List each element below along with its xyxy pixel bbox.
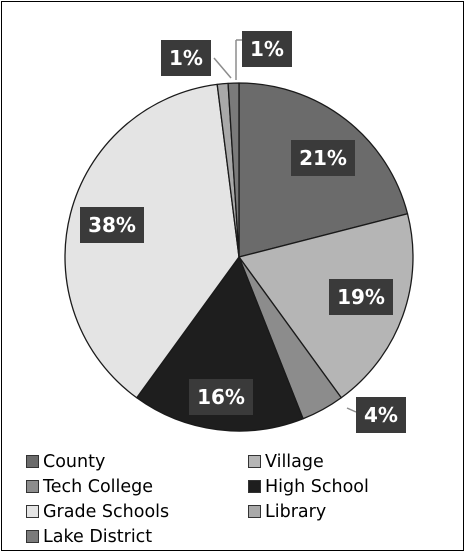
- legend-label: Library: [265, 501, 327, 522]
- legend-label: Grade Schools: [43, 501, 170, 522]
- legend-item-tech-college: Tech College: [26, 475, 248, 498]
- data-label-box: [242, 31, 292, 67]
- data-label-box: [329, 279, 393, 315]
- legend-label: Lake District: [43, 526, 153, 547]
- pie-slice-grade-schools: [64, 83, 240, 399]
- legend-swatch: [248, 480, 261, 493]
- data-label-tech-college: 4%: [356, 397, 406, 433]
- data-label-text: 1%: [250, 37, 284, 61]
- data-label-county: 21%: [291, 140, 355, 176]
- legend-swatch: [26, 505, 39, 518]
- data-label-text: 4%: [364, 403, 398, 427]
- legend-swatch: [248, 505, 261, 518]
- legend-item-county: County: [26, 450, 248, 473]
- legend-item-library: Library: [248, 500, 438, 523]
- pie-slice-village: [238, 213, 414, 399]
- data-label-text: 16%: [197, 385, 245, 409]
- data-label-grade-schools: 38%: [80, 207, 144, 243]
- data-label-text: 38%: [88, 213, 136, 237]
- legend-swatch: [26, 455, 39, 468]
- leader-line-library: [213, 57, 232, 79]
- legend-item-village: Village: [248, 450, 438, 473]
- data-label-box: [291, 140, 355, 176]
- data-label-library: 1%: [161, 40, 211, 76]
- data-label-text: 21%: [299, 146, 347, 170]
- legend-item-high-school: High School: [248, 475, 438, 498]
- legend-label: Tech College: [43, 476, 154, 497]
- data-label-text: 19%: [337, 285, 385, 309]
- data-label-box: [80, 207, 144, 243]
- pie-slice-lake-district: [227, 82, 240, 258]
- legend-label: County: [43, 451, 106, 472]
- data-label-box: [356, 397, 406, 433]
- legend-item-lake-district: Lake District: [26, 525, 248, 548]
- legend-swatch: [26, 480, 39, 493]
- data-label-box: [189, 379, 253, 415]
- legend-label: Village: [265, 451, 324, 472]
- data-label-high-school: 16%: [189, 379, 253, 415]
- legend-swatch: [248, 455, 261, 468]
- data-label-text: 1%: [169, 46, 203, 70]
- data-label-box: [161, 40, 211, 76]
- data-label-lake-district: 1%: [242, 31, 292, 67]
- leader-line-tech-college: [346, 407, 357, 413]
- legend-label: High School: [265, 476, 369, 497]
- legend-swatch: [26, 530, 39, 543]
- pie-slice-high-school: [136, 256, 304, 432]
- data-label-village: 19%: [329, 279, 393, 315]
- legend: County Village Tech College High School Grad…: [26, 450, 446, 548]
- legend-item-grade-schools: Grade Schools: [26, 500, 248, 523]
